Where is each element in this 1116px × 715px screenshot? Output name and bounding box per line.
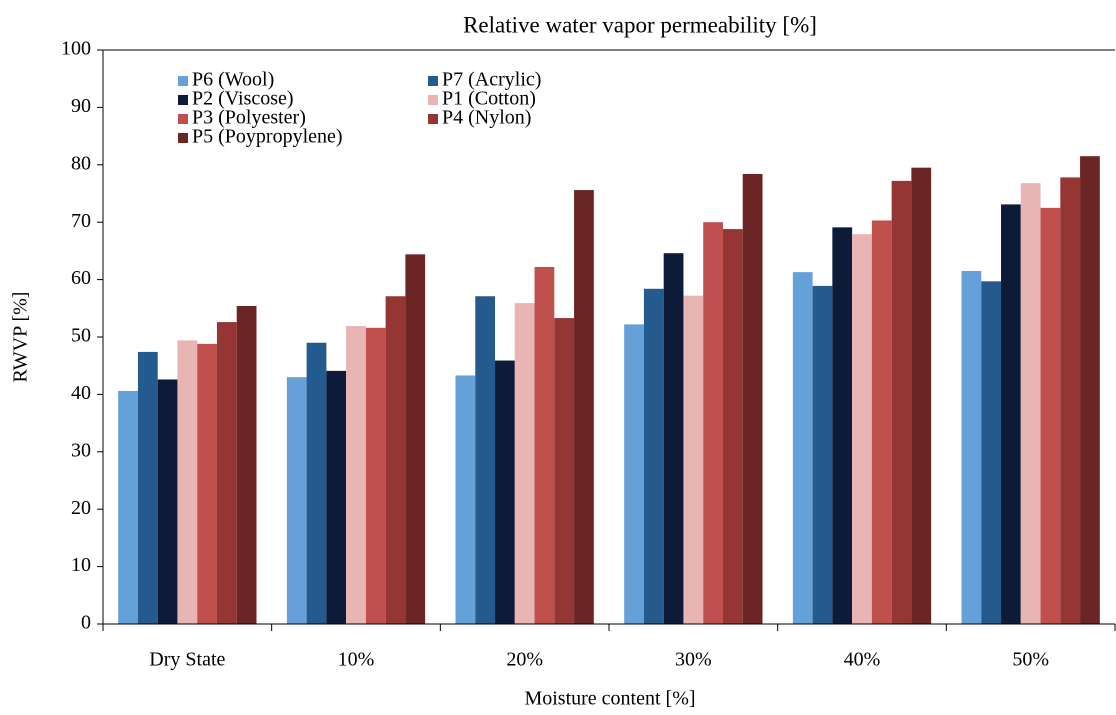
bar	[683, 295, 704, 624]
bar	[365, 327, 386, 624]
legend-swatch	[428, 95, 438, 105]
bar	[475, 296, 496, 624]
bar	[326, 370, 347, 624]
bar	[891, 180, 912, 624]
bar	[574, 190, 594, 624]
bar	[852, 234, 872, 624]
bar	[385, 296, 406, 624]
y-tick-label: 80	[71, 152, 91, 174]
bar	[871, 220, 892, 624]
y-tick-label: 30	[71, 439, 91, 461]
x-tick-label: 10%	[338, 649, 375, 671]
y-tick-label: 90	[71, 95, 91, 117]
bar	[514, 303, 535, 624]
chart-title: Relative water vapor permeability [%]	[463, 12, 817, 37]
bar	[1020, 183, 1041, 624]
bar	[236, 306, 257, 624]
x-tick-label: 30%	[675, 649, 712, 671]
bar	[1001, 204, 1021, 624]
y-tick-label: 0	[81, 612, 91, 634]
x-axis-label: Moisture content [%]	[524, 688, 695, 710]
bar	[455, 375, 476, 624]
y-tick-label: 20	[71, 497, 91, 519]
bar	[197, 343, 217, 624]
bar	[177, 340, 198, 624]
y-tick-label: 100	[61, 38, 91, 60]
bar	[643, 288, 664, 624]
legend-label: P2 (Viscose)	[192, 88, 294, 110]
bar	[832, 227, 853, 624]
legend-label: P5 (Poypropylene)	[192, 126, 343, 148]
bar	[137, 351, 158, 624]
bar	[495, 360, 515, 624]
y-tick-label: 50	[71, 325, 91, 347]
bar	[981, 281, 1002, 624]
bar	[961, 270, 982, 624]
x-tick-label: 50%	[1012, 649, 1049, 671]
y-axis-label: RWVP [%]	[10, 292, 32, 383]
legend-label: P6 (Wool)	[192, 69, 274, 91]
legend-swatch	[178, 114, 188, 124]
bar	[663, 253, 684, 625]
x-tick-label: 20%	[506, 649, 543, 671]
bar	[812, 285, 833, 624]
legend-label: P1 (Cotton)	[442, 88, 536, 110]
bar	[534, 266, 555, 624]
bar	[554, 318, 575, 624]
bar	[742, 173, 763, 624]
bar	[1060, 177, 1081, 625]
y-tick-label: 60	[71, 267, 91, 289]
legend-swatch	[178, 76, 188, 86]
legend-swatch	[178, 95, 188, 105]
bar	[346, 326, 366, 624]
bar	[216, 322, 237, 624]
legend-swatch	[428, 114, 438, 124]
y-tick-label: 40	[71, 382, 91, 404]
legend-label: P7 (Acrylic)	[442, 69, 541, 91]
bar	[1040, 207, 1061, 624]
bar	[286, 377, 307, 624]
legend-label: P4 (Nylon)	[442, 107, 531, 129]
bar	[703, 222, 723, 624]
bar	[911, 167, 932, 625]
legend-swatch	[428, 76, 438, 86]
bar	[792, 272, 813, 624]
legend-swatch	[178, 133, 188, 143]
y-tick-label: 10	[71, 554, 91, 576]
bar	[1080, 156, 1100, 624]
bar	[624, 324, 644, 624]
bar	[405, 254, 426, 624]
x-tick-label: 40%	[844, 649, 881, 671]
bar	[118, 390, 138, 624]
bar	[722, 229, 743, 624]
y-tick-label: 70	[71, 210, 91, 232]
x-tick-label: Dry State	[149, 649, 225, 671]
bar	[157, 379, 178, 624]
bar	[306, 342, 327, 624]
legend-label: P3 (Polyester)	[192, 107, 306, 129]
